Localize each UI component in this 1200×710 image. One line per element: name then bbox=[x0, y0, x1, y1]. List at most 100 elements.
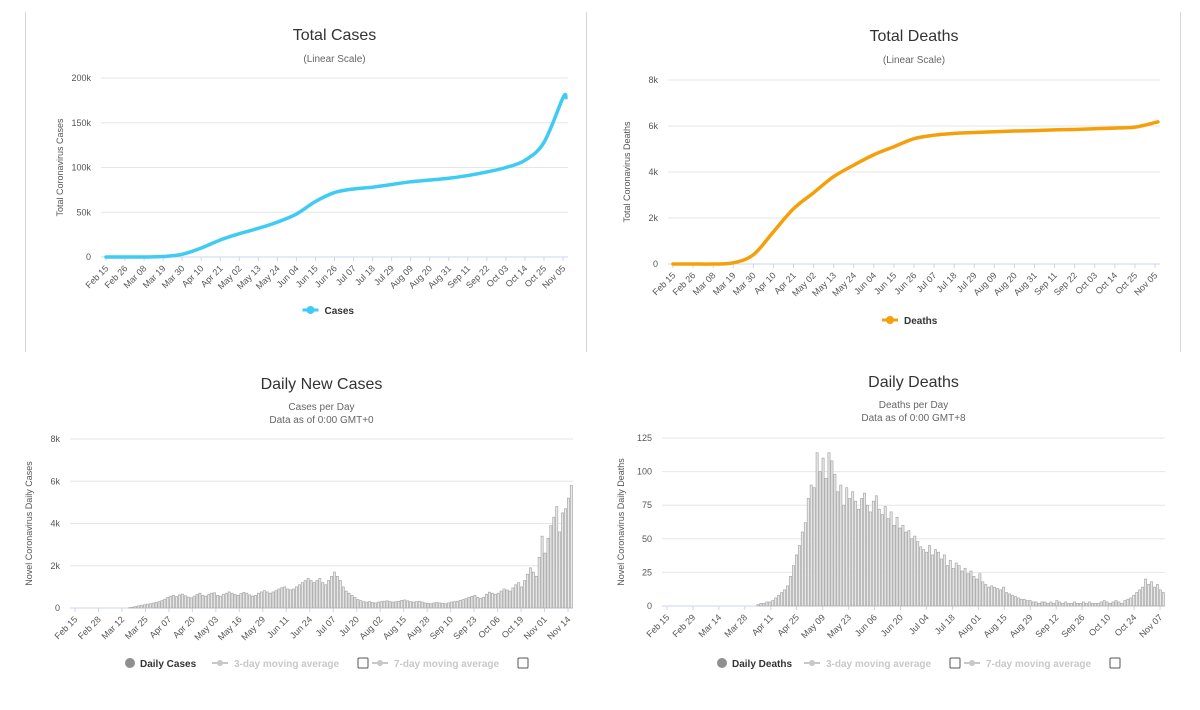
bar bbox=[919, 546, 923, 607]
bar bbox=[1043, 601, 1047, 607]
bar bbox=[963, 568, 967, 607]
y-tick-label: 4k bbox=[648, 167, 658, 177]
legend-checkbox[interactable] bbox=[357, 657, 369, 669]
bar bbox=[452, 601, 456, 609]
bar bbox=[131, 606, 135, 609]
legend-item-7day-average[interactable]: 7-day moving average bbox=[964, 659, 1091, 670]
bar bbox=[1099, 601, 1103, 607]
legend-item-deaths[interactable]: Deaths bbox=[882, 316, 938, 327]
bar bbox=[868, 511, 872, 607]
bar bbox=[134, 606, 138, 609]
chart-title: Total Cases bbox=[293, 27, 377, 44]
legend-item-daily[interactable]: Daily Deaths bbox=[717, 658, 792, 670]
bar bbox=[277, 588, 281, 609]
bar bbox=[140, 604, 143, 609]
bar bbox=[1013, 596, 1017, 607]
series-line-cases[interactable] bbox=[104, 92, 568, 259]
bar bbox=[1022, 598, 1026, 607]
bar bbox=[175, 596, 178, 609]
y-tick-label: 150k bbox=[71, 118, 91, 128]
bar bbox=[771, 600, 775, 607]
bar bbox=[499, 590, 503, 609]
bar bbox=[166, 597, 170, 609]
y-tick-label: 0 bbox=[55, 603, 60, 613]
bar bbox=[528, 567, 532, 609]
bar bbox=[268, 592, 272, 609]
daily-cases-chart: Daily New Cases Cases per Day Data as of 0… bbox=[24, 365, 585, 700]
legend-marker bbox=[717, 658, 727, 668]
bar bbox=[934, 549, 937, 607]
bar bbox=[954, 562, 958, 607]
bar bbox=[898, 527, 902, 607]
y-tick-label: 4k bbox=[50, 519, 60, 529]
bar bbox=[303, 580, 307, 609]
bar bbox=[496, 592, 500, 609]
x-tick-label: Jul 18 bbox=[353, 263, 377, 287]
bar bbox=[467, 597, 471, 609]
bar bbox=[759, 602, 763, 607]
legend-checkbox[interactable] bbox=[517, 657, 529, 669]
legend-item-cases[interactable]: Cases bbox=[302, 306, 355, 317]
bar bbox=[975, 578, 979, 607]
bar bbox=[925, 551, 929, 607]
bar bbox=[561, 512, 564, 609]
legend-checkbox[interactable] bbox=[949, 657, 961, 669]
bar bbox=[400, 600, 404, 609]
chart-subtitle-2: Data as of 0:00 GMT+0 bbox=[269, 415, 374, 426]
bar bbox=[412, 601, 415, 609]
bar bbox=[960, 570, 964, 607]
bar bbox=[1155, 584, 1159, 607]
x-tick-label: Apr 11 bbox=[750, 612, 775, 637]
bar bbox=[1010, 594, 1014, 607]
bar bbox=[330, 575, 333, 609]
bar bbox=[1016, 597, 1020, 607]
bar bbox=[945, 565, 949, 607]
bar bbox=[857, 508, 860, 607]
x-tick-label: Jun 06 bbox=[853, 612, 879, 638]
chart-subtitle-2: Data as of 0:00 GMT+8 bbox=[861, 413, 966, 424]
chart-subtitle: Deaths per Day bbox=[879, 400, 948, 411]
legend-item-daily[interactable]: Daily Cases bbox=[125, 658, 197, 670]
bar bbox=[848, 498, 852, 607]
series-line-deaths[interactable] bbox=[671, 120, 1160, 266]
bar bbox=[531, 571, 535, 609]
legend-checkbox[interactable] bbox=[1109, 657, 1121, 669]
bar bbox=[461, 599, 465, 609]
x-tick-label: Mar 12 bbox=[99, 614, 126, 641]
x-tick-label: Jul 18 bbox=[935, 270, 959, 294]
legend-item-3day-average[interactable]: 3-day moving average bbox=[804, 659, 931, 670]
bar bbox=[157, 601, 161, 609]
x-tick-label: Jul 07 bbox=[914, 270, 938, 294]
bar bbox=[792, 565, 795, 607]
legend-item-3day-average[interactable]: 3-day moving average bbox=[212, 659, 339, 670]
bar bbox=[1153, 586, 1156, 607]
bar bbox=[327, 580, 331, 609]
bar bbox=[789, 576, 792, 607]
bar bbox=[192, 595, 196, 609]
bar bbox=[860, 498, 863, 607]
bar bbox=[473, 594, 477, 609]
bar bbox=[1114, 600, 1118, 607]
bar bbox=[569, 485, 573, 609]
bar bbox=[488, 591, 491, 609]
bar bbox=[482, 597, 486, 609]
x-tick-label: Apr 25 bbox=[775, 612, 801, 638]
bar bbox=[999, 589, 1003, 607]
bar bbox=[371, 602, 374, 609]
bar bbox=[450, 601, 453, 609]
bar bbox=[564, 508, 567, 609]
bar bbox=[388, 601, 392, 609]
legend-item-7day-average[interactable]: 7-day moving average bbox=[372, 659, 499, 670]
legend-marker bbox=[306, 306, 315, 314]
bar bbox=[951, 568, 955, 607]
bar bbox=[1111, 601, 1115, 607]
x-tick-label: Mar 25 bbox=[123, 614, 150, 641]
bar bbox=[248, 594, 252, 609]
bar bbox=[224, 592, 228, 609]
bar bbox=[833, 473, 837, 607]
bar bbox=[1117, 601, 1121, 607]
x-tick-label: Sep 26 bbox=[1059, 612, 1086, 639]
bar bbox=[251, 595, 254, 609]
x-tick-label: Sep 23 bbox=[451, 614, 478, 641]
bar bbox=[916, 541, 920, 607]
